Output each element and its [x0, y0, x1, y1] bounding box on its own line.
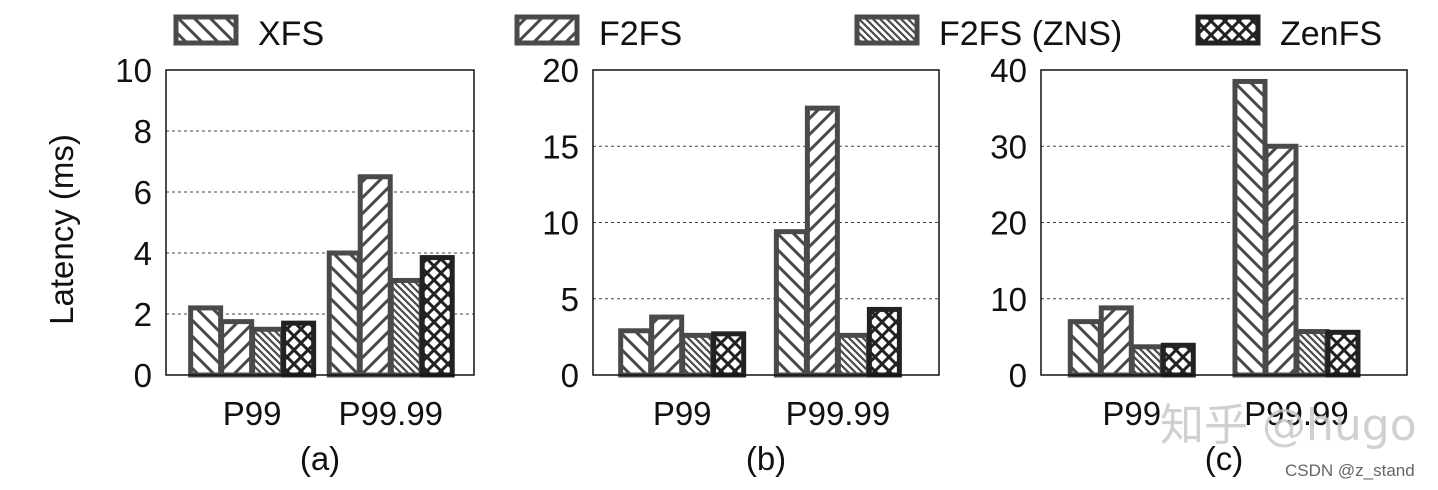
legend-item: ZenFS: [1195, 14, 1382, 53]
bar: [1294, 329, 1330, 378]
bar: [281, 320, 317, 378]
y-tick-label: 0: [561, 357, 579, 394]
bar: [804, 105, 840, 378]
y-tick-label: 10: [115, 52, 152, 89]
chart-panels: P99 P99.99 0 2 4 6 8 10 (a) Latency (ms) P99 P99.99…: [43, 52, 1408, 477]
bar: [618, 328, 654, 378]
x-tick-label: P99: [653, 395, 712, 432]
legend-label: XFS: [258, 15, 324, 53]
bar: [1098, 305, 1134, 378]
bar: [1263, 143, 1299, 378]
bar: [188, 305, 224, 378]
panel-label: (c): [1205, 440, 1243, 477]
y-tick-label: 8: [134, 113, 152, 150]
bar: [357, 174, 393, 378]
x-tick-label: P99.99: [338, 395, 443, 432]
bar: [250, 326, 286, 378]
plot-frame: [1040, 69, 1408, 376]
y-tick-label: 0: [1009, 357, 1027, 394]
y-tick-label: 10: [990, 281, 1027, 318]
plot-frame: [165, 69, 475, 376]
bar: [1067, 319, 1103, 378]
bar: [866, 306, 902, 378]
x-tick-label: P99: [223, 395, 282, 432]
panel-label: (a): [300, 440, 340, 477]
legend-swatch: [514, 14, 580, 46]
legend-item: F2FS: [514, 14, 682, 53]
legend-item: F2FS (ZNS): [854, 14, 1122, 53]
bar: [711, 331, 747, 378]
y-axis-title: Latency (ms): [43, 134, 80, 325]
bar: [1325, 329, 1361, 378]
y-tick-label: 20: [990, 205, 1027, 242]
y-tick-label: 0: [134, 357, 152, 394]
bar: [1129, 344, 1165, 378]
panel-label: (b): [746, 440, 786, 477]
legend: XFS F2FS F2FS (ZNS) ZenFS: [173, 14, 1382, 53]
bar: [419, 255, 455, 378]
y-tick-label: 30: [990, 128, 1027, 165]
bar: [680, 332, 716, 378]
bar: [835, 332, 871, 378]
bar: [388, 277, 424, 378]
y-tick-label: 10: [542, 205, 579, 242]
credit-text: CSDN @z_stand: [1285, 461, 1415, 480]
x-tick-label: P99.99: [1244, 395, 1349, 432]
legend-swatch: [1195, 14, 1261, 46]
bar: [773, 229, 809, 378]
legend-label: F2FS: [599, 15, 682, 53]
legend-swatch: [173, 14, 239, 46]
y-tick-label: 2: [134, 296, 152, 333]
bar: [1232, 78, 1268, 378]
legend-swatch: [854, 14, 920, 46]
bar: [1160, 342, 1196, 378]
chart-panel: P99 P99.99 0 5 10 15 20 (b): [542, 52, 940, 477]
chart-panel: P99 P99.99 0 2 4 6 8 10 (a) Latency (ms): [43, 52, 475, 477]
watermark: 知乎 @hugo: [1160, 400, 1417, 451]
y-tick-label: 5: [561, 281, 579, 318]
legend-label: F2FS (ZNS): [939, 15, 1122, 53]
x-tick-label: P99: [1102, 395, 1161, 432]
chart-panel: P99 P99.99 0 10 20 30 40 (c): [990, 52, 1408, 477]
bar: [326, 250, 362, 378]
bar: [649, 314, 685, 378]
legend-item: XFS: [173, 14, 324, 53]
plot-frame: [592, 69, 940, 376]
y-tick-label: 6: [134, 174, 152, 211]
y-tick-label: 15: [542, 128, 579, 165]
y-tick-label: 20: [542, 52, 579, 89]
x-tick-label: P99.99: [786, 395, 891, 432]
y-tick-label: 40: [990, 52, 1027, 89]
bar: [219, 319, 255, 378]
y-tick-label: 4: [134, 235, 152, 272]
legend-label: ZenFS: [1280, 15, 1382, 53]
